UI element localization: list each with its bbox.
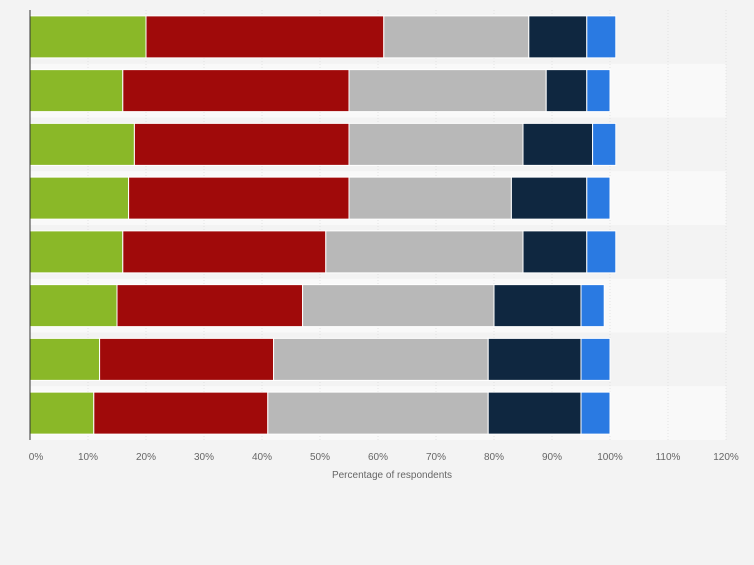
bar-segment-series-2[interactable] bbox=[99, 337, 275, 381]
bar-segment-series-3[interactable] bbox=[273, 337, 489, 381]
x-tick-label: 80% bbox=[484, 452, 504, 463]
bar-row bbox=[29, 122, 617, 166]
x-tick-label: 30% bbox=[194, 452, 214, 463]
bar-segment-series-2[interactable] bbox=[122, 230, 327, 274]
bar-segment-series-1[interactable] bbox=[29, 176, 130, 220]
x-tick-label: 100% bbox=[597, 452, 623, 463]
bar-row bbox=[29, 176, 611, 220]
bar-segment-series-2[interactable] bbox=[116, 284, 304, 328]
bar-segment-series-1[interactable] bbox=[29, 337, 101, 381]
bar-segment-series-4[interactable] bbox=[528, 15, 588, 59]
bar-segment-series-1[interactable] bbox=[29, 284, 118, 328]
bar-segment-series-4[interactable] bbox=[522, 230, 588, 274]
x-tick-label: 20% bbox=[136, 452, 156, 463]
bar-segment-series-4[interactable] bbox=[510, 176, 588, 220]
bar-segment-series-4[interactable] bbox=[545, 69, 588, 113]
bar-series bbox=[29, 15, 617, 435]
bar-segment-series-5[interactable] bbox=[580, 337, 611, 381]
bar-row bbox=[29, 15, 617, 59]
x-tick-label: 10% bbox=[78, 452, 98, 463]
bar-segment-series-5[interactable] bbox=[592, 122, 617, 166]
bar-segment-series-5[interactable] bbox=[586, 69, 611, 113]
x-tick-label: 40% bbox=[252, 452, 272, 463]
bar-segment-series-3[interactable] bbox=[302, 284, 495, 328]
x-tick-label: 60% bbox=[368, 452, 388, 463]
bar-segment-series-2[interactable] bbox=[145, 15, 385, 59]
bar-segment-series-4[interactable] bbox=[487, 337, 582, 381]
bar-segment-series-2[interactable] bbox=[93, 391, 269, 435]
bar-segment-series-3[interactable] bbox=[325, 230, 524, 274]
bar-segment-series-1[interactable] bbox=[29, 391, 95, 435]
x-tick-label: 70% bbox=[426, 452, 446, 463]
bar-segment-series-2[interactable] bbox=[128, 176, 350, 220]
bar-segment-series-5[interactable] bbox=[586, 176, 611, 220]
bar-row bbox=[29, 230, 617, 274]
bar-segment-series-1[interactable] bbox=[29, 15, 147, 59]
bar-segment-series-4[interactable] bbox=[493, 284, 582, 328]
bar-segment-series-5[interactable] bbox=[580, 284, 605, 328]
x-tick-label: 120% bbox=[713, 452, 739, 463]
bar-segment-series-2[interactable] bbox=[122, 69, 350, 113]
x-tick-label: 110% bbox=[656, 452, 681, 463]
bar-segment-series-1[interactable] bbox=[29, 69, 124, 113]
bar-segment-series-3[interactable] bbox=[348, 122, 524, 166]
bar-segment-series-5[interactable] bbox=[586, 15, 617, 59]
bar-segment-series-5[interactable] bbox=[580, 391, 611, 435]
bar-segment-series-5[interactable] bbox=[586, 230, 617, 274]
bar-row bbox=[29, 69, 611, 113]
bar-row bbox=[29, 337, 611, 381]
bar-segment-series-4[interactable] bbox=[522, 122, 594, 166]
x-tick-label: 0% bbox=[29, 452, 44, 463]
bar-segment-series-3[interactable] bbox=[383, 15, 530, 59]
bar-row bbox=[29, 284, 605, 328]
bar-segment-series-2[interactable] bbox=[133, 122, 350, 166]
bar-segment-series-4[interactable] bbox=[487, 391, 582, 435]
x-axis-ticks: 0% 10% 20% 30% 40% 50% 60% 70% 80% 90% 100% 110% 120… bbox=[29, 452, 739, 463]
x-tick-label: 50% bbox=[310, 452, 330, 463]
bar-row bbox=[29, 391, 611, 435]
x-axis-title: Percentage of respondents bbox=[332, 470, 452, 481]
bar-segment-series-3[interactable] bbox=[267, 391, 489, 435]
bar-segment-series-1[interactable] bbox=[29, 230, 124, 274]
bar-segment-series-3[interactable] bbox=[348, 69, 547, 113]
bar-segment-series-1[interactable] bbox=[29, 122, 135, 166]
bar-segment-series-3[interactable] bbox=[348, 176, 512, 220]
x-tick-label: 90% bbox=[542, 452, 562, 463]
